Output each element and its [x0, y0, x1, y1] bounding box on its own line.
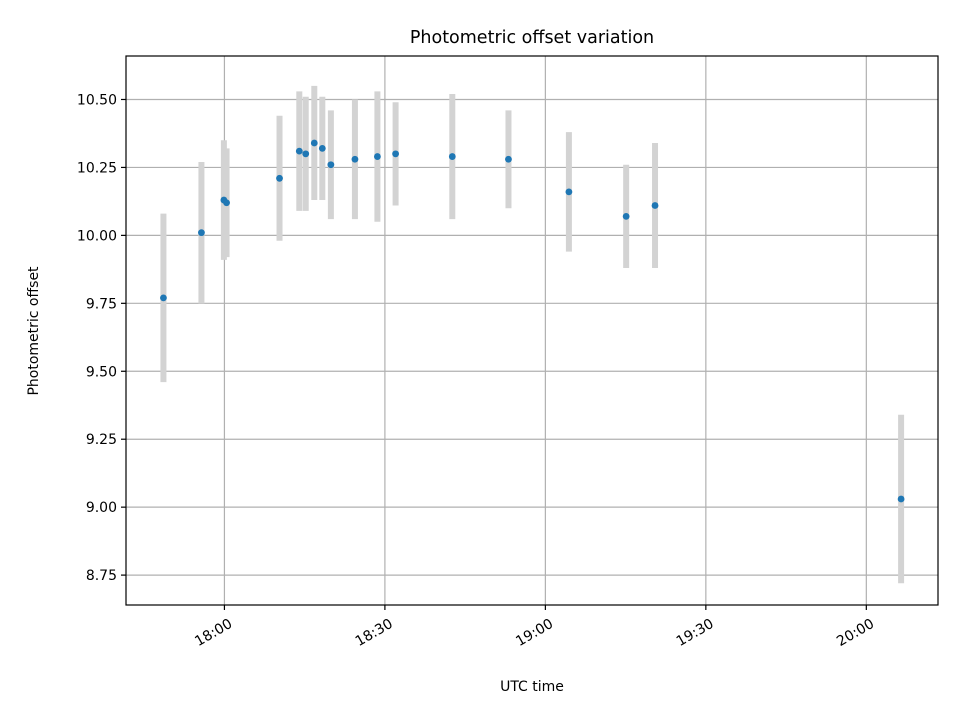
data-point: [622, 212, 630, 220]
data-point: [327, 161, 335, 169]
y-tick-label: 9.50: [86, 364, 117, 380]
y-axis-label: Photometric offset: [26, 266, 42, 396]
plot-frame: [125, 55, 939, 606]
data-point: [276, 174, 283, 182]
data-point: [318, 145, 326, 152]
y-tick-label: 9.75: [86, 296, 117, 312]
grid-layer: [126, 56, 938, 605]
y-tick-label: 10.50: [77, 92, 117, 108]
y-tick-label: 9.25: [86, 432, 117, 448]
data-point: [448, 153, 456, 160]
data-point: [565, 188, 573, 196]
chart-title: Photometric offset variation: [410, 28, 654, 48]
data-point: [302, 150, 310, 158]
point-layer: [160, 139, 905, 503]
data-point: [160, 294, 167, 302]
data-point: [198, 229, 205, 237]
y-tick-label: 9.00: [86, 500, 117, 516]
y-tick-label: 10.00: [77, 228, 117, 244]
data-point: [374, 153, 381, 160]
y-tick-label: 10.25: [77, 160, 117, 176]
x-axis-label: UTC time: [500, 679, 564, 695]
data-point: [223, 199, 230, 207]
data-point: [505, 155, 512, 163]
data-point: [310, 139, 318, 147]
data-point: [651, 202, 659, 209]
data-point: [351, 155, 359, 163]
y-tick-label: 8.75: [86, 568, 117, 584]
data-point: [295, 147, 303, 155]
data-point: [897, 495, 905, 503]
data-point: [392, 150, 399, 158]
